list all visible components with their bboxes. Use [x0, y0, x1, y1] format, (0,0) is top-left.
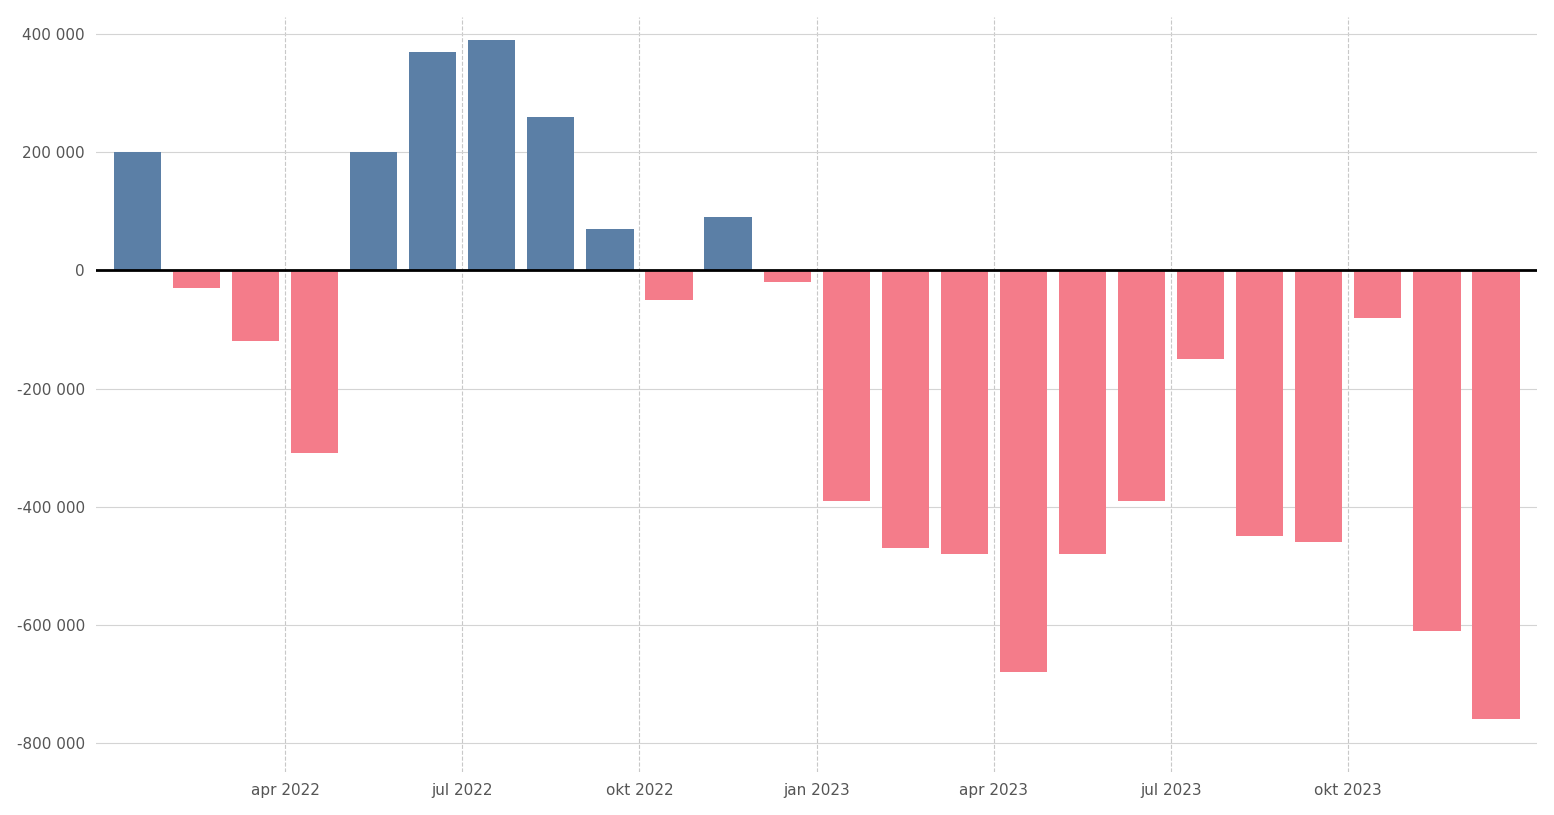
Bar: [881, 271, 929, 548]
Bar: [1413, 271, 1461, 631]
Bar: [999, 271, 1047, 672]
Bar: [586, 229, 634, 271]
Bar: [645, 271, 693, 300]
Bar: [172, 271, 221, 289]
Bar: [1472, 271, 1520, 719]
Bar: [1058, 271, 1106, 554]
Bar: [1176, 271, 1225, 359]
Bar: [704, 218, 752, 271]
Bar: [527, 117, 575, 271]
Bar: [409, 52, 457, 271]
Bar: [350, 152, 398, 271]
Bar: [1235, 271, 1284, 536]
Bar: [291, 271, 339, 453]
Bar: [1354, 271, 1402, 318]
Bar: [763, 271, 811, 282]
Bar: [940, 271, 988, 554]
Bar: [232, 271, 280, 341]
Bar: [1294, 271, 1343, 542]
Bar: [822, 271, 870, 500]
Bar: [1117, 271, 1166, 500]
Bar: [113, 152, 162, 271]
Bar: [468, 40, 516, 271]
